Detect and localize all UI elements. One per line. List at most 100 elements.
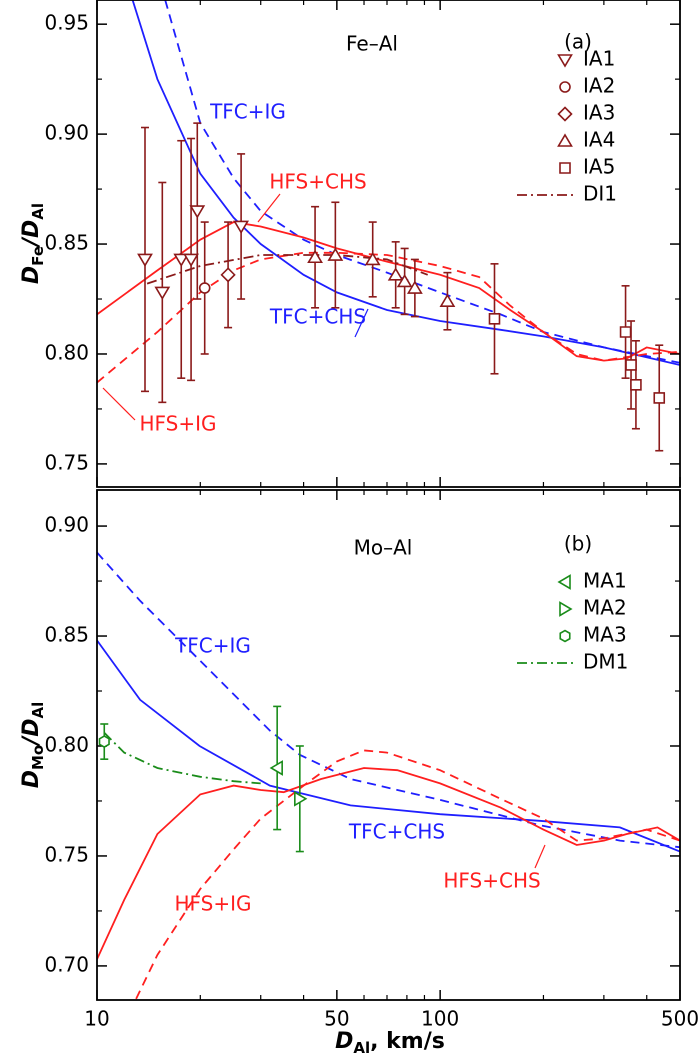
data-point [98, 735, 110, 749]
legend-label: IA4 [583, 128, 615, 152]
data-point [233, 220, 250, 235]
curve-label: TFC+IG [209, 100, 286, 124]
data-point [439, 293, 456, 308]
data-point [387, 267, 404, 281]
leader-line [354, 308, 369, 338]
data-point [619, 326, 632, 338]
y-axis-label-part: / [19, 735, 44, 748]
plot-frame [96, 0, 681, 488]
leader-line [257, 193, 281, 223]
curve-label: TFC+CHS [348, 820, 445, 844]
data-point [198, 282, 211, 294]
leader-line [102, 387, 136, 421]
y-tick-label: 0.75 [44, 450, 89, 474]
y-tick-label: 0.85 [44, 231, 89, 255]
y-tick-label: 0.95 [44, 11, 89, 35]
y-tick-label: 0.90 [44, 121, 89, 145]
y-axis-label-part: D [19, 770, 44, 788]
legend-marker [557, 54, 573, 68]
model-curve [97, 767, 680, 960]
data-point [327, 247, 344, 261]
x-tick-label: 50 [324, 1007, 349, 1031]
legend-label: IA2 [583, 74, 615, 98]
x-tick-label: 500 [661, 1007, 699, 1031]
curve-label: HFS+CHS [443, 869, 540, 893]
legend-label: MA2 [583, 596, 627, 620]
data-point [173, 253, 190, 268]
x-tick-label: 10 [84, 1007, 109, 1031]
legend-label: IA5 [583, 155, 615, 179]
data-point [625, 359, 637, 371]
curve-label: HFS+CHS [269, 170, 366, 194]
y-axis-label-part: D [19, 718, 44, 736]
data-point [653, 392, 666, 404]
legend-label: DM1 [583, 650, 628, 674]
legend-label: IA1 [583, 47, 615, 71]
fit-curve [103, 732, 261, 785]
y-tick-label: 0.70 [44, 952, 89, 976]
legend-marker [559, 629, 571, 643]
data-point [269, 760, 283, 776]
model-curve [97, 251, 680, 384]
y-tick-label: 0.85 [44, 623, 89, 647]
legend-label: DI1 [583, 182, 617, 206]
data-point [396, 273, 413, 288]
data-point [364, 251, 381, 266]
y-axis-label-part: Mo [29, 745, 47, 770]
y-axis-label-part: Al [29, 203, 47, 220]
y-axis-label: DFe/DAl [19, 203, 47, 284]
system-label: Fe–Al [346, 32, 398, 56]
model-curve [97, 551, 680, 849]
legend-label: MA1 [583, 569, 627, 593]
model-curve [135, 749, 680, 1000]
data-point [220, 267, 236, 283]
x-tick-label: 100 [421, 1007, 459, 1031]
x-axis-label-part: Al [353, 1039, 370, 1057]
x-axis-label-part: D [335, 1029, 353, 1054]
data-point [137, 253, 153, 268]
curve-label: HFS+IG [139, 412, 216, 436]
leader-line [534, 844, 546, 869]
data-point [406, 280, 423, 294]
data-point [307, 249, 323, 264]
legend-label: IA3 [583, 101, 615, 125]
data-point [183, 253, 199, 268]
y-axis-label: DMo/DAl [19, 702, 47, 789]
curve-label: TFC+IG [174, 634, 251, 658]
y-axis-label-part: D [19, 220, 44, 238]
curve-label: TFC+CHS [269, 305, 366, 329]
data-point [294, 790, 308, 807]
plot-frame [96, 489, 681, 1001]
model-curve [97, 639, 680, 853]
y-tick-label: 0.90 [44, 513, 89, 537]
legend-marker [557, 574, 571, 590]
x-axis-label-part: , km/s [370, 1029, 445, 1054]
y-tick-label: 0.75 [44, 842, 89, 866]
legend-marker [557, 106, 573, 122]
data-point [154, 286, 171, 300]
legend-label: MA3 [583, 623, 627, 647]
y-axis-label-part: Fe [29, 246, 47, 266]
curve-label: HFS+IG [174, 892, 251, 916]
data-point [630, 378, 642, 391]
y-tick-label: 0.80 [44, 732, 89, 756]
y-axis-label-part: Al [29, 702, 47, 719]
data-point [488, 313, 501, 325]
data-point [189, 205, 206, 219]
y-tick-label: 0.80 [44, 340, 89, 364]
y-axis-label-part: D [19, 266, 44, 284]
model-curve [97, 221, 680, 362]
y-axis-label-part: / [19, 236, 44, 249]
plot-area [97, 551, 680, 1000]
legend-marker [559, 81, 571, 93]
model-curve [131, 0, 680, 366]
legend-marker [557, 133, 573, 147]
legend-marker [559, 162, 571, 174]
model-curve [164, 0, 680, 364]
legend-marker [559, 601, 573, 617]
panel-label: (a) [564, 30, 592, 54]
panel-label: (b) [564, 532, 592, 556]
system-label: Mo–Al [354, 536, 413, 560]
x-axis-label: DAl, km/s [335, 1029, 445, 1057]
